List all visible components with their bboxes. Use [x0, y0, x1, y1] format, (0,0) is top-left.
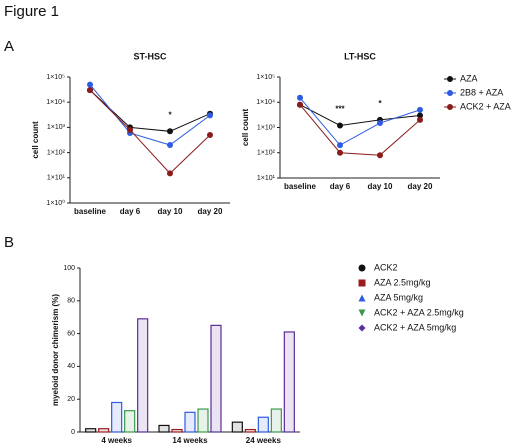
bar — [257, 416, 269, 433]
x-tick-label: 24 weeks — [246, 436, 282, 445]
figure-title: Figure 1 — [4, 3, 59, 20]
bar — [171, 428, 183, 433]
point — [167, 142, 173, 149]
line — [299, 104, 421, 156]
point — [337, 142, 343, 149]
legend-marker — [358, 294, 366, 302]
x-tick-label: day 20 — [198, 207, 223, 216]
bar — [158, 424, 170, 433]
panel-label: A — [4, 38, 14, 55]
x-tick-label: 14 weeks — [172, 436, 208, 445]
x-tick-label: baseline — [74, 207, 107, 216]
y-tick-label: 1×10⁴ — [256, 99, 275, 106]
legend-label: 2B8 + AZA — [460, 87, 503, 97]
y-tick-label: 1×10⁴ — [46, 99, 65, 106]
y-tick-label: 0 — [71, 429, 75, 436]
bar — [270, 408, 282, 433]
legend-label: AZA — [460, 73, 478, 83]
point — [377, 120, 383, 127]
line — [299, 104, 421, 127]
y-tick-label: 80 — [67, 298, 75, 305]
legend-label: ACK2 + AZA — [460, 101, 511, 111]
y-tick-label: 100 — [63, 265, 75, 272]
legend-label: AZA 2.5mg/kg — [374, 277, 431, 287]
bar — [184, 411, 196, 433]
y-tick-label: 20 — [67, 396, 75, 403]
line — [299, 97, 421, 146]
legend-marker — [358, 264, 366, 272]
legend-label: ACK2 — [374, 262, 398, 272]
x-tick-label: day 20 — [408, 182, 433, 191]
y-tick-label: 1×10³ — [47, 124, 66, 131]
point — [167, 170, 173, 177]
y-axis-label: myeloid donor chimerism (%) — [51, 294, 60, 406]
bar — [283, 331, 295, 433]
point — [297, 101, 303, 108]
chart-title: LT-HSC — [344, 51, 376, 61]
bar — [231, 421, 243, 433]
point — [337, 122, 343, 129]
point — [207, 131, 213, 138]
bar — [210, 324, 222, 433]
legend-marker — [358, 309, 366, 317]
point — [207, 112, 213, 119]
x-tick-label: day 10 — [158, 207, 183, 216]
point — [87, 81, 93, 88]
point — [417, 112, 423, 119]
point — [297, 94, 303, 101]
y-tick-label: 60 — [67, 330, 75, 337]
legend-marker — [447, 104, 453, 110]
bar — [111, 401, 123, 433]
y-tick-label: 1×10² — [47, 149, 66, 156]
x-tick-label: day 6 — [330, 182, 351, 191]
point — [337, 149, 343, 156]
point — [417, 116, 423, 123]
y-tick-label: 1×10¹ — [47, 175, 66, 182]
x-tick-label: day 6 — [120, 207, 141, 216]
y-tick-label: 1×10⁵ — [256, 74, 275, 81]
chart-title: ST-HSC — [133, 51, 167, 61]
point — [87, 87, 93, 94]
line — [89, 89, 211, 132]
panel-label: B — [4, 234, 14, 251]
x-tick-label: 4 weeks — [101, 436, 132, 445]
legend-label: AZA 5mg/kg — [374, 292, 423, 302]
annotation: * — [168, 110, 172, 119]
y-tick-label: 1×10¹ — [257, 175, 276, 182]
y-tick-label: 1×10⁵ — [46, 74, 65, 81]
x-tick-label: day 10 — [368, 182, 393, 191]
bar — [244, 428, 256, 433]
legend-label: ACK2 + AZA 2.5mg/kg — [374, 307, 464, 317]
bar — [85, 428, 97, 433]
bar — [137, 318, 149, 433]
line — [89, 84, 211, 146]
y-tick-label: 1×10³ — [257, 124, 276, 131]
y-axis-label: cell count — [241, 108, 250, 146]
annotation: * — [378, 99, 382, 108]
y-axis-label: cell count — [31, 121, 40, 159]
point — [167, 128, 173, 135]
legend-marker — [447, 76, 453, 82]
line — [89, 89, 211, 175]
bar — [197, 408, 209, 433]
point — [377, 152, 383, 159]
y-tick-label: 1×10² — [257, 150, 276, 157]
bar — [124, 410, 136, 433]
bar — [98, 428, 110, 433]
annotation: *** — [335, 105, 345, 114]
point — [417, 106, 423, 113]
legend-marker — [358, 324, 366, 332]
y-tick-label: 1×10⁰ — [46, 199, 65, 207]
x-tick-label: baseline — [284, 182, 317, 191]
point — [127, 126, 133, 133]
y-tick-label: 40 — [67, 363, 75, 370]
legend-label: ACK2 + AZA 5mg/kg — [374, 322, 456, 332]
legend-marker — [447, 90, 453, 96]
legend-marker — [358, 279, 366, 287]
